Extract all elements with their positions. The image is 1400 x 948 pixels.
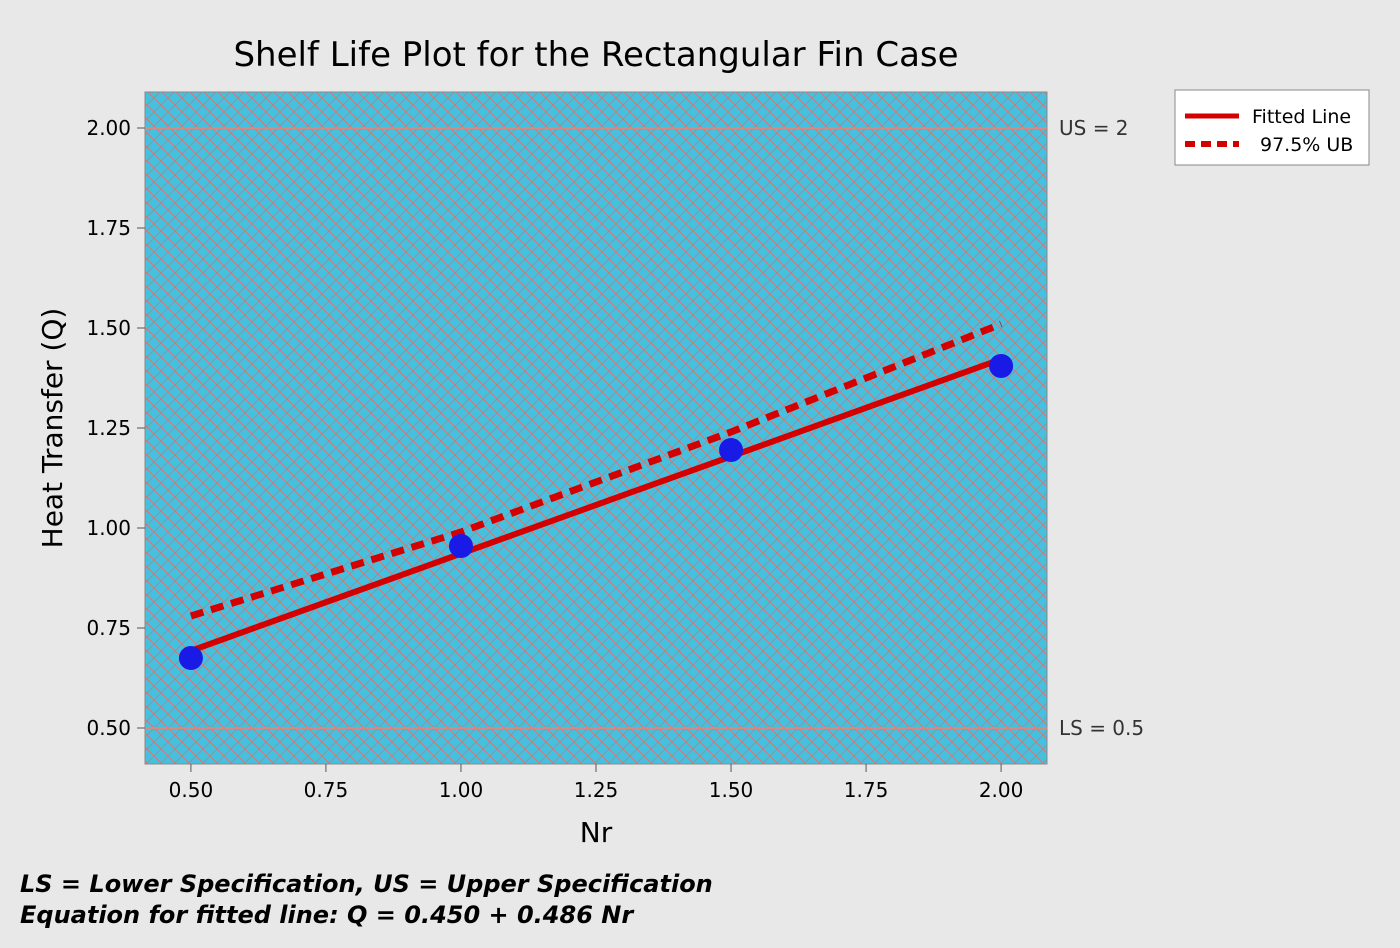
x-tick-label: 0.75 [304,778,349,802]
x-tick-label: 0.50 [169,778,214,802]
fitted-line [189,356,1003,654]
data-point [989,354,1014,378]
y-tick-label: 2.00 [86,116,131,140]
y-tick-label: 1.50 [86,316,131,340]
legend-box [1174,89,1370,166]
data-point [178,646,203,670]
y-tick-label: 1.25 [86,416,131,440]
upper-bound-line [189,320,1003,620]
y-tick-label: 1.75 [86,216,131,240]
x-tick-label: 1.00 [439,778,484,802]
plot-hatch-pattern [145,92,1047,764]
y-tick-label: 0.75 [86,616,131,640]
footnote-spec-definitions: LS = Lower Specification, US = Upper Spe… [20,870,713,898]
x-tick-label: 1.25 [574,778,619,802]
y-tick-label: 0.50 [86,716,131,740]
data-point [719,438,744,462]
series-lines [189,320,1003,654]
x-tick-label: 1.50 [709,778,754,802]
x-tick-label: 1.75 [844,778,889,802]
reference-line-label: LS = 0.5 [1059,716,1144,740]
axis-ticks: 0.50 0.75 1.00 1.25 1.50 1.75 2.00 0.50 0.75 1.00… [86,116,1023,802]
y-tick-label: 1.00 [86,516,131,540]
chart-title: Shelf Life Plot for the Rectangular Fin … [233,35,958,75]
data-point [448,534,473,558]
legend: Fitted Line 97.5% UB [1174,89,1370,166]
reference-line-label: US = 2 [1059,116,1129,140]
x-axis-label: Nr [580,816,613,849]
x-tick-label: 2.00 [979,778,1024,802]
data-points [178,354,1014,670]
reference-lines: US = 2 LS = 0.5 [145,116,1144,740]
y-axis-label: Heat Transfer (Q) [36,308,69,549]
legend-label-ub-line: 97.5% UB [1260,134,1353,156]
legend-label-fitted-line: Fitted Line [1252,106,1351,128]
footnote-fitted-equation: Equation for fitted line: Q = 0.450 + 0.… [20,901,634,929]
